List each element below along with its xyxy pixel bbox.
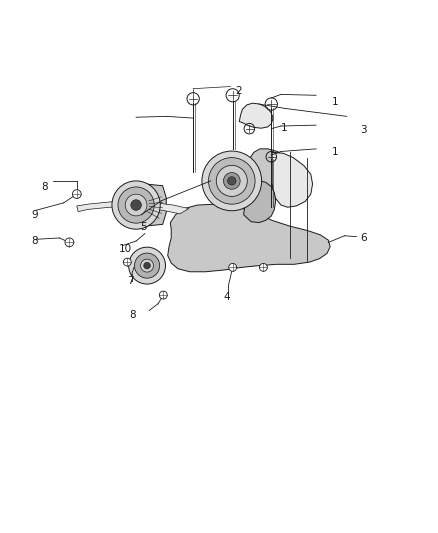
Circle shape — [259, 263, 267, 271]
Text: 8: 8 — [129, 310, 136, 320]
Text: 8: 8 — [32, 236, 38, 246]
Text: 9: 9 — [32, 209, 38, 220]
Circle shape — [65, 238, 74, 247]
Circle shape — [131, 200, 141, 211]
Text: 5: 5 — [140, 222, 147, 232]
Text: 2: 2 — [234, 86, 241, 96]
Text: 1: 1 — [331, 147, 337, 157]
Circle shape — [201, 151, 261, 211]
Text: 7: 7 — [127, 276, 134, 286]
Polygon shape — [245, 149, 289, 196]
Text: 6: 6 — [359, 233, 366, 243]
Circle shape — [159, 291, 167, 299]
Circle shape — [125, 194, 147, 216]
Circle shape — [123, 258, 131, 266]
Text: 1: 1 — [331, 97, 337, 107]
Polygon shape — [167, 204, 329, 272]
Circle shape — [223, 173, 240, 189]
Circle shape — [118, 187, 154, 223]
Polygon shape — [243, 181, 275, 223]
Text: 1: 1 — [280, 123, 287, 133]
Text: 8: 8 — [42, 182, 48, 192]
Circle shape — [72, 190, 81, 198]
Circle shape — [208, 158, 254, 204]
Circle shape — [134, 253, 159, 278]
Circle shape — [143, 262, 150, 269]
Polygon shape — [239, 103, 272, 128]
Polygon shape — [77, 201, 188, 214]
Circle shape — [128, 247, 165, 284]
Polygon shape — [272, 152, 312, 207]
Text: 4: 4 — [223, 292, 230, 302]
Circle shape — [216, 165, 247, 197]
Polygon shape — [131, 183, 166, 227]
Circle shape — [227, 177, 236, 185]
Circle shape — [140, 259, 153, 272]
Text: 10: 10 — [118, 244, 131, 254]
Text: 3: 3 — [359, 125, 366, 135]
Circle shape — [112, 181, 160, 229]
Circle shape — [228, 263, 236, 271]
